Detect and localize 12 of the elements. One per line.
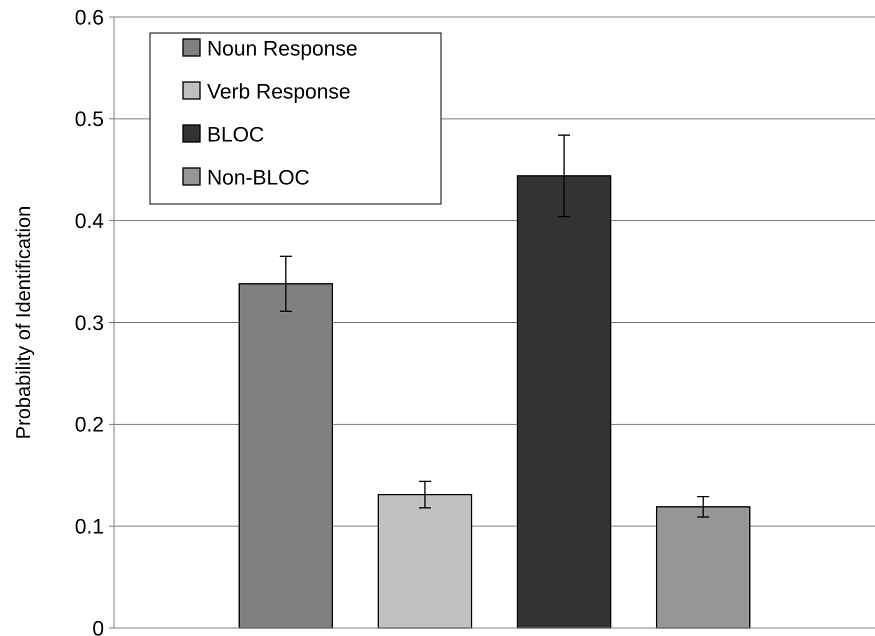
y-tick-label: 0.5 bbox=[74, 108, 104, 132]
y-tick-label: 0.6 bbox=[74, 6, 104, 30]
y-tick-label: 0.4 bbox=[74, 210, 104, 234]
y-axis-title: Probability of Identification bbox=[13, 206, 35, 440]
legend-label: Non-BLOC bbox=[207, 166, 310, 190]
legend-label: BLOC bbox=[207, 123, 264, 146]
y-tick-label: 0.2 bbox=[74, 414, 104, 437]
legend-label: Noun Response bbox=[207, 37, 358, 60]
legend-label: Verb Response bbox=[207, 80, 351, 104]
y-tick-label: 0.3 bbox=[74, 312, 104, 335]
y-tick-label: 0.1 bbox=[74, 516, 104, 539]
y-tick-label: 0 bbox=[92, 617, 104, 636]
